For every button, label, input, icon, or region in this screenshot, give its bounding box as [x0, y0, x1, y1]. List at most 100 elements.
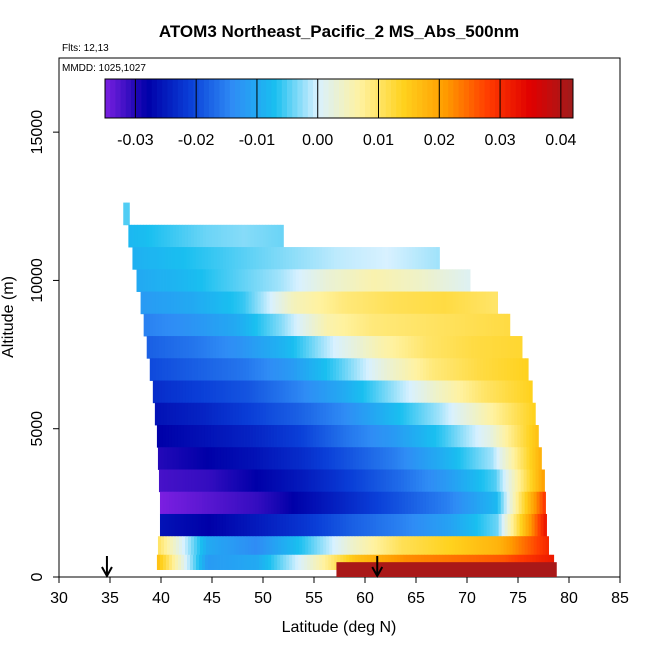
heatmap-cell — [334, 402, 339, 426]
heatmap-cell — [341, 358, 346, 381]
heatmap-cell — [352, 402, 356, 426]
heatmap-cell — [253, 447, 258, 470]
heatmap-cell — [502, 469, 507, 493]
heatmap-cell — [212, 469, 217, 493]
heatmap-cell — [265, 402, 270, 426]
heatmap-cell — [453, 358, 457, 381]
heatmap-cell — [312, 513, 317, 537]
heatmap-cell — [246, 380, 250, 404]
heatmap-cell — [443, 291, 447, 315]
heatmap-cell — [446, 291, 450, 315]
colorbar-segment — [323, 79, 329, 118]
heatmap-cell — [463, 402, 467, 426]
heatmap-cell — [363, 380, 368, 404]
heatmap-cell — [175, 447, 180, 470]
heatmap-cell — [403, 425, 407, 448]
heatmap-cell — [415, 425, 419, 448]
heatmap-cell — [377, 469, 381, 493]
heatmap-cell — [284, 469, 288, 493]
heatmap-cell — [388, 447, 393, 470]
heatmap-cell — [397, 425, 401, 448]
heatmap-cell — [219, 247, 224, 270]
heatmap-cell — [280, 269, 285, 292]
heatmap-cell — [244, 402, 249, 426]
heatmap-cell — [334, 247, 338, 270]
heatmap-cell — [253, 269, 258, 292]
heatmap-cell — [248, 536, 252, 556]
heatmap-cell — [273, 513, 278, 537]
heatmap-cell — [247, 447, 252, 470]
heatmap-cell — [341, 469, 345, 493]
heatmap-cell — [220, 269, 225, 292]
heatmap-cell — [231, 491, 236, 515]
heatmap-cell — [441, 358, 445, 381]
heatmap-cell — [181, 447, 186, 470]
heatmap-cell — [460, 469, 465, 493]
heatmap-cell — [396, 491, 400, 515]
heatmap-cell — [514, 380, 518, 404]
heatmap-cell — [457, 402, 461, 426]
heatmap-cell — [374, 536, 378, 556]
heatmap-cell — [209, 291, 213, 315]
heatmap-cell — [423, 380, 428, 404]
heatmap-cell — [349, 402, 353, 426]
heatmap-cell — [343, 269, 348, 292]
heatmap-cell — [236, 336, 241, 359]
heatmap-cell — [275, 336, 280, 359]
heatmap-cell — [257, 336, 262, 359]
heatmap-cell — [171, 554, 176, 570]
heatmap-cell — [168, 247, 172, 270]
heatmap-cell — [453, 380, 458, 404]
heatmap-cell — [482, 291, 486, 315]
heatmap-cell — [191, 291, 195, 315]
heatmap-cell — [247, 269, 252, 292]
heatmap-cell — [283, 425, 287, 448]
heatmap-cell — [338, 336, 343, 359]
heatmap-cell — [370, 425, 374, 448]
heatmap-cell — [215, 291, 219, 315]
colorbar-segment — [479, 79, 485, 118]
heatmap-cell — [152, 313, 157, 337]
heatmap-cell — [149, 224, 153, 248]
colorbar-tick-label: 0.02 — [424, 132, 455, 149]
x-tick-label: 55 — [305, 590, 323, 607]
heatmap-cell — [187, 402, 192, 426]
heatmap-cell — [275, 536, 279, 556]
heatmap-cell — [416, 469, 420, 493]
heatmap-cell — [508, 402, 512, 426]
heatmap-cell — [353, 313, 358, 337]
colorbar-segment — [463, 79, 470, 118]
heatmap-cell — [272, 536, 276, 556]
heatmap-cell — [363, 358, 367, 381]
heatmap-cell — [184, 269, 188, 292]
heatmap-cell — [469, 447, 473, 470]
heatmap-cell — [472, 469, 477, 493]
heatmap-cell — [271, 425, 275, 448]
heatmap-cell — [344, 336, 349, 359]
heatmap-cell — [501, 358, 505, 381]
heatmap-cell — [365, 536, 369, 556]
heatmap-cell — [164, 380, 169, 404]
heatmap-cell — [328, 425, 332, 448]
heatmap-cell — [170, 358, 175, 381]
heatmap-cell — [346, 447, 351, 470]
heatmap-cell — [231, 513, 236, 537]
heatmap-cell — [301, 447, 306, 470]
heatmap-cell — [433, 402, 437, 426]
heatmap-cell — [266, 536, 270, 556]
heatmap-cell — [155, 313, 160, 337]
heatmap-cell — [493, 469, 498, 493]
heatmap-cell — [233, 336, 238, 359]
heatmap-cell — [412, 402, 416, 426]
heatmap-cell — [216, 513, 221, 537]
heatmap-cell — [340, 402, 345, 426]
heatmap-cell — [247, 425, 251, 448]
heatmap-cell — [256, 554, 260, 570]
colorbar-segment — [307, 79, 314, 118]
heatmap-cell — [492, 358, 496, 381]
colorbar-segment — [427, 79, 433, 118]
heatmap-cell — [293, 336, 298, 359]
heatmap-cell — [329, 536, 333, 556]
heatmap-cell — [248, 291, 252, 315]
heatmap-cell — [347, 313, 352, 337]
